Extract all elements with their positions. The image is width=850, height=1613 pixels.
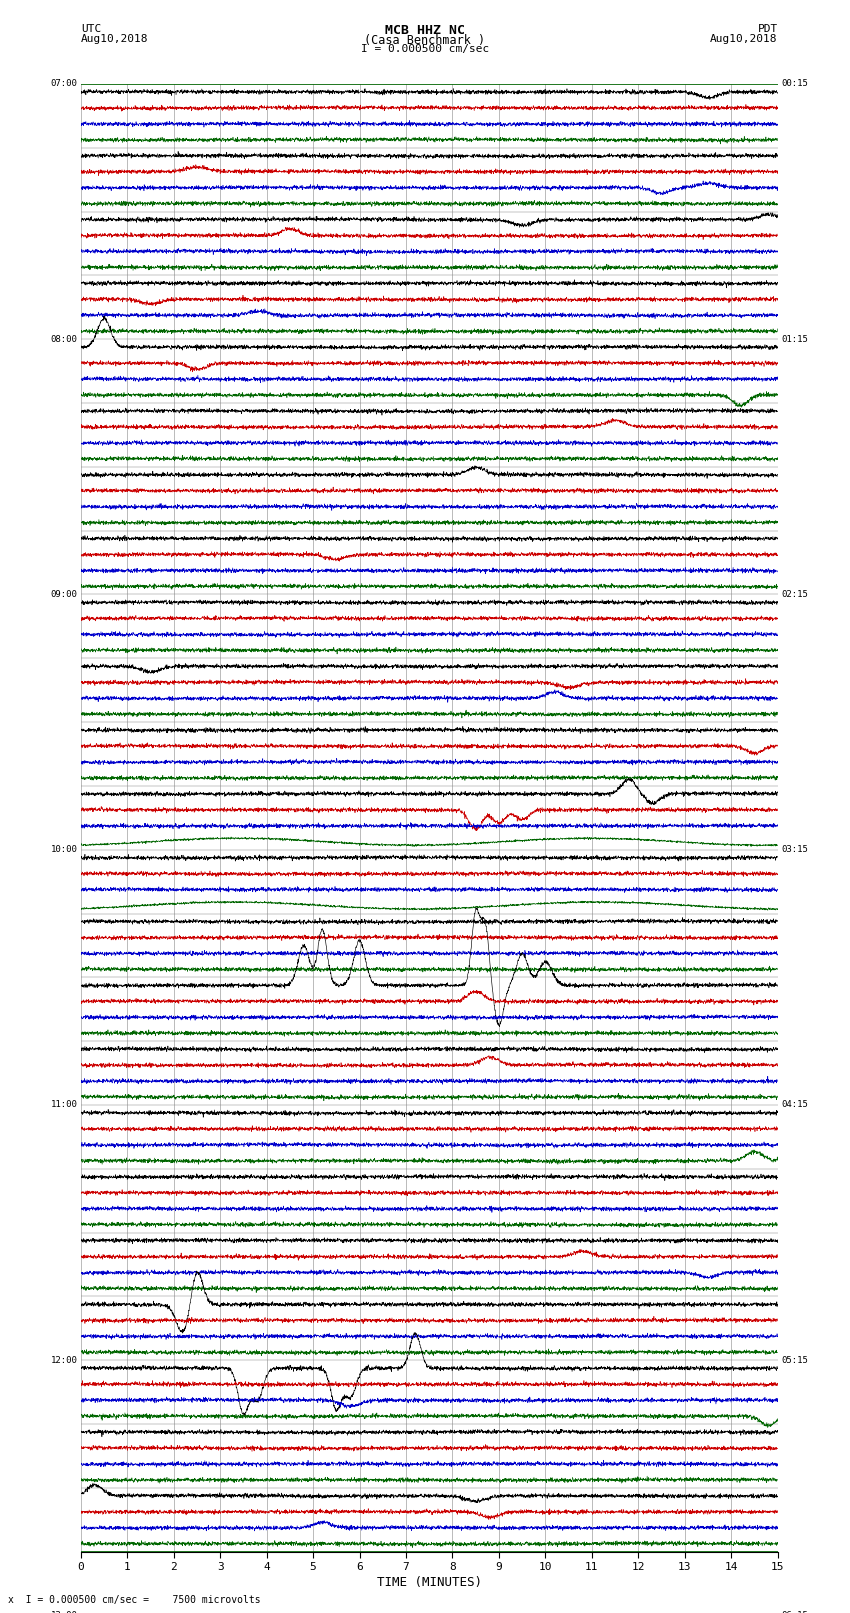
Text: MCB HHZ NC: MCB HHZ NC: [385, 24, 465, 37]
Text: x  I = 0.000500 cm/sec =    7500 microvolts: x I = 0.000500 cm/sec = 7500 microvolts: [8, 1595, 261, 1605]
Text: 01:15: 01:15: [781, 334, 808, 344]
Text: UTC: UTC: [81, 24, 101, 34]
Text: 09:00: 09:00: [50, 590, 77, 598]
Text: 10:00: 10:00: [50, 845, 77, 855]
Text: 12:00: 12:00: [50, 1357, 77, 1365]
Text: (Casa Benchmark ): (Casa Benchmark ): [365, 34, 485, 47]
Text: 00:15: 00:15: [781, 79, 808, 89]
Text: 07:00: 07:00: [50, 79, 77, 89]
Text: 11:00: 11:00: [50, 1100, 77, 1110]
Text: Aug10,2018: Aug10,2018: [711, 34, 778, 44]
Text: 02:15: 02:15: [781, 590, 808, 598]
Text: I = 0.000500 cm/sec: I = 0.000500 cm/sec: [361, 44, 489, 53]
X-axis label: TIME (MINUTES): TIME (MINUTES): [377, 1576, 482, 1589]
Text: PDT: PDT: [757, 24, 778, 34]
Text: 05:15: 05:15: [781, 1357, 808, 1365]
Text: 08:00: 08:00: [50, 334, 77, 344]
Text: 04:15: 04:15: [781, 1100, 808, 1110]
Text: 03:15: 03:15: [781, 845, 808, 855]
Text: Aug10,2018: Aug10,2018: [81, 34, 148, 44]
Text: 13:00: 13:00: [50, 1611, 77, 1613]
Text: 06:15: 06:15: [781, 1611, 808, 1613]
